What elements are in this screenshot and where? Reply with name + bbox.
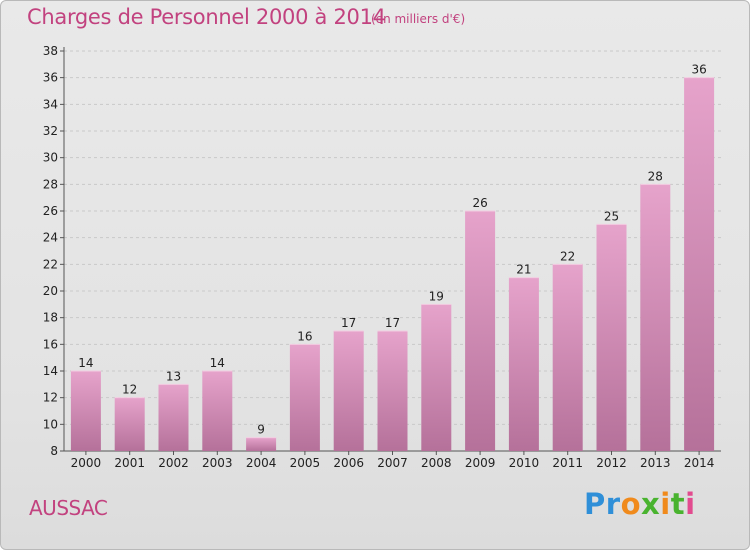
y-tick-label: 22 [43, 257, 58, 271]
data-label: 12 [122, 383, 137, 397]
commune-name: AUSSAC [29, 496, 108, 520]
data-label: 16 [297, 329, 312, 343]
bar [202, 371, 233, 451]
y-tick-label: 12 [43, 391, 58, 405]
bar [596, 224, 627, 451]
x-tick-label: 2000 [71, 456, 102, 470]
logo-letter: t [670, 487, 686, 521]
data-label: 26 [472, 196, 487, 210]
x-tick-label: 2006 [333, 456, 364, 470]
bar [114, 397, 145, 451]
logo-letter: x [641, 487, 661, 521]
y-tick-label: 34 [43, 97, 58, 111]
bar [465, 211, 496, 451]
y-tick-label: 38 [43, 44, 58, 58]
y-tick-label: 10 [43, 417, 58, 431]
logo-letter: o [620, 487, 642, 521]
x-tick-label: 2011 [552, 456, 583, 470]
logo-letter: i [660, 487, 671, 521]
chart-title: Charges de Personnel 2000 à 2014 [27, 5, 386, 29]
x-tick-label: 2003 [202, 456, 233, 470]
y-tick-label: 30 [43, 151, 58, 165]
x-tick-label: 2007 [377, 456, 408, 470]
data-label: 21 [516, 263, 531, 277]
x-tick-label: 2001 [114, 456, 145, 470]
y-tick-label: 18 [43, 311, 58, 325]
y-tick-label: 20 [43, 284, 58, 298]
y-tick-label: 14 [43, 364, 58, 378]
y-tick-label: 28 [43, 177, 58, 191]
x-tick-label: 2005 [290, 456, 321, 470]
x-tick-label: 2014 [684, 456, 715, 470]
data-label: 14 [210, 356, 225, 370]
x-tick-label: 2002 [158, 456, 189, 470]
bar [508, 277, 539, 451]
y-tick-label: 16 [43, 337, 58, 351]
y-tick-label: 36 [43, 71, 58, 85]
y-tick-label: 8 [50, 444, 58, 458]
y-tick-label: 32 [43, 124, 58, 138]
x-tick-label: 2009 [465, 456, 496, 470]
x-tick-label: 2004 [246, 456, 277, 470]
data-label: 28 [648, 169, 663, 183]
bar [640, 184, 671, 452]
data-label: 17 [341, 316, 356, 330]
data-label: 13 [166, 369, 181, 383]
data-label: 36 [691, 63, 706, 77]
x-tick-label: 2008 [421, 456, 452, 470]
data-label: 25 [604, 209, 619, 223]
x-tick-label: 2012 [596, 456, 627, 470]
x-tick-label: 2010 [509, 456, 540, 470]
logo-letter: r [605, 487, 621, 521]
data-label: 14 [78, 356, 93, 370]
bar [333, 331, 364, 451]
logo-letter: i [685, 487, 696, 521]
chart-subtitle: (en milliers d'€) [371, 12, 466, 26]
data-label: 9 [257, 423, 265, 437]
proxiti-logo: Proxiti [584, 487, 696, 521]
bar [246, 437, 277, 451]
y-tick-label: 24 [43, 231, 58, 245]
data-label: 22 [560, 249, 575, 263]
x-tick-label: 2013 [640, 456, 671, 470]
data-label: 19 [429, 289, 444, 303]
bar [421, 304, 452, 451]
bars [70, 77, 715, 452]
bar [158, 384, 189, 451]
bar [289, 344, 320, 451]
bar [684, 77, 715, 452]
y-tick-label: 26 [43, 204, 58, 218]
labels: 8 10 12 14 16 18 20 22 24 26 28 30 32 34 36 38 14 2000 12 2… [43, 44, 715, 470]
bar [552, 264, 583, 451]
bar [377, 331, 408, 451]
bar [70, 371, 101, 451]
logo-letter: P [584, 487, 606, 521]
data-label: 17 [385, 316, 400, 330]
